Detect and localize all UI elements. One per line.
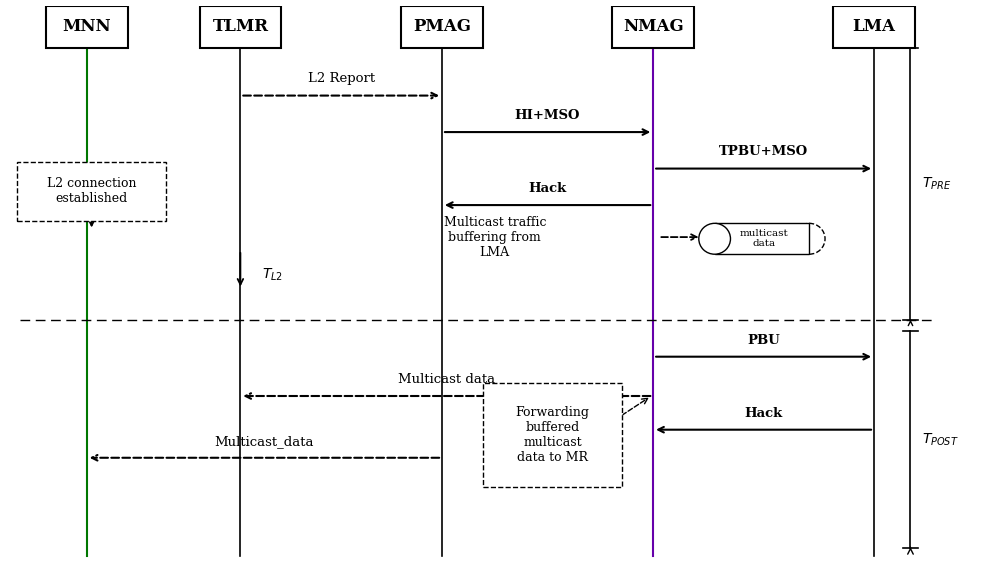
FancyBboxPatch shape xyxy=(401,6,483,48)
Text: Multicast traffic
buffering from
LMA: Multicast traffic buffering from LMA xyxy=(444,216,546,260)
Text: NMAG: NMAG xyxy=(623,18,684,36)
Text: Hack: Hack xyxy=(744,407,783,419)
FancyBboxPatch shape xyxy=(483,383,622,487)
Text: PBU: PBU xyxy=(747,333,780,347)
FancyBboxPatch shape xyxy=(833,6,915,48)
Text: LMA: LMA xyxy=(852,18,896,36)
FancyBboxPatch shape xyxy=(46,6,128,48)
Text: $T_{POST}$: $T_{POST}$ xyxy=(922,431,959,448)
Text: $T_{L2}$: $T_{L2}$ xyxy=(262,267,283,284)
Text: TLMR: TLMR xyxy=(212,18,268,36)
Text: HI+MSO: HI+MSO xyxy=(515,109,580,122)
FancyBboxPatch shape xyxy=(200,6,281,48)
FancyBboxPatch shape xyxy=(17,162,166,221)
Text: $T_{PRE}$: $T_{PRE}$ xyxy=(922,176,951,192)
Text: Forwarding
buffered
multicast
data to MR: Forwarding buffered multicast data to MR xyxy=(515,406,589,464)
Ellipse shape xyxy=(793,223,825,254)
Text: L2 Report: L2 Report xyxy=(308,72,375,85)
Text: Multicast_data: Multicast_data xyxy=(215,435,314,448)
Text: PMAG: PMAG xyxy=(413,18,471,36)
Ellipse shape xyxy=(699,223,730,254)
Text: MNN: MNN xyxy=(62,18,111,36)
Text: L2 connection
established: L2 connection established xyxy=(47,177,136,205)
Text: multicast
data: multicast data xyxy=(739,229,788,249)
Bar xyxy=(715,223,809,254)
Text: TPBU+MSO: TPBU+MSO xyxy=(719,146,808,159)
FancyBboxPatch shape xyxy=(612,6,694,48)
Text: Multicast data: Multicast data xyxy=(398,373,495,386)
Text: Hack: Hack xyxy=(528,182,567,195)
